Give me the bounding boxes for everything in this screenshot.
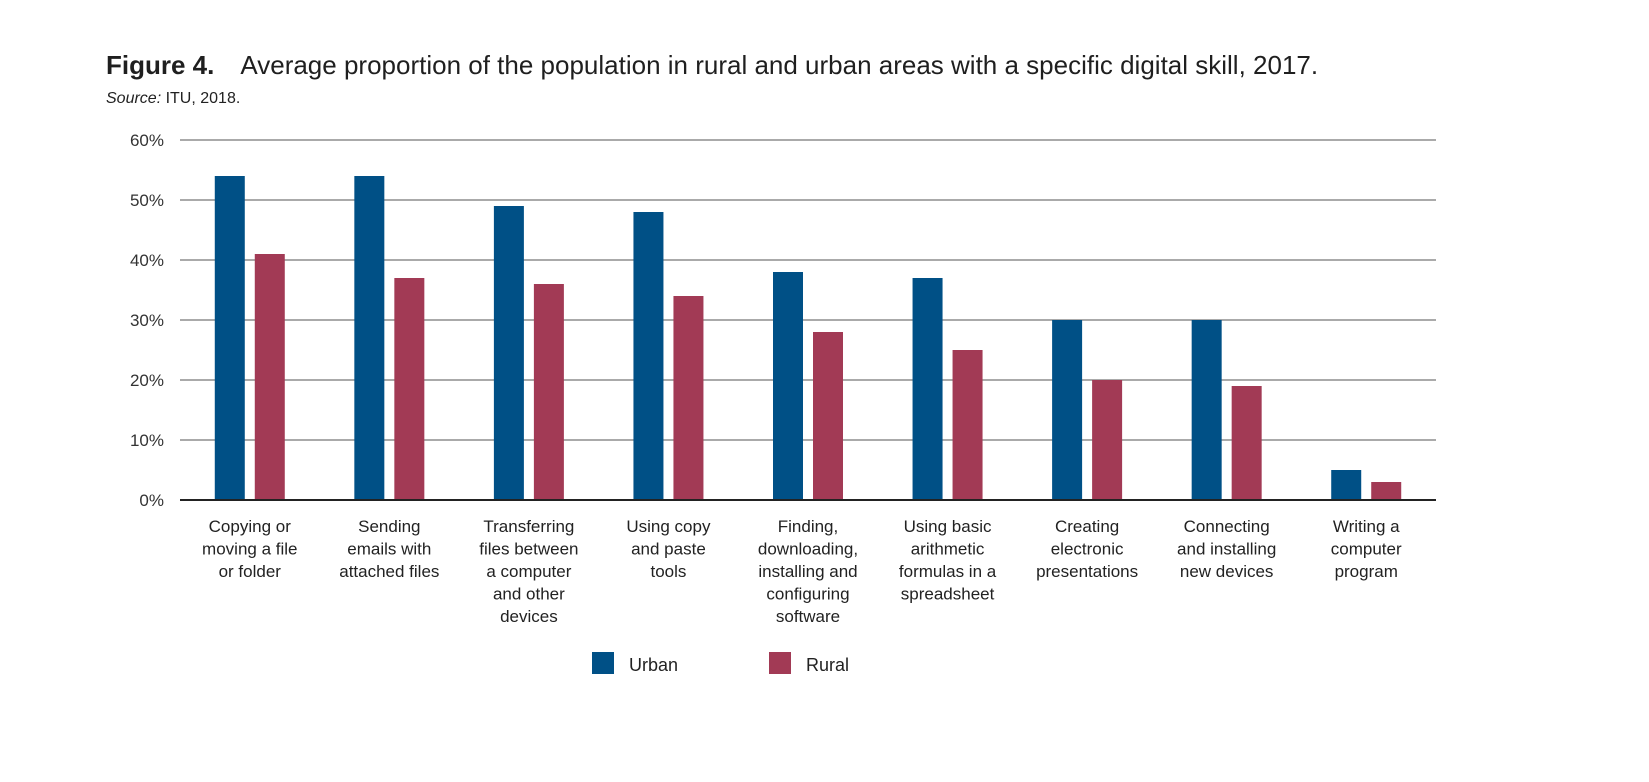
- x-tick-label: Using basic arithmetic formulas in a spread…: [899, 517, 997, 604]
- source-text: ITU, 2018.: [161, 90, 241, 107]
- bar-urban: [1191, 320, 1222, 500]
- x-tick-label: Connecting and installing new devices: [1177, 517, 1276, 581]
- legend-swatch-rural: [769, 652, 791, 674]
- bar-rural: [673, 296, 704, 500]
- y-tick-label: 40%: [130, 251, 164, 270]
- chart-source: Source: ITU, 2018.: [106, 90, 240, 108]
- bar-rural: [1092, 380, 1123, 500]
- x-tick-label-line: a computer: [486, 562, 571, 581]
- bar-rural: [533, 284, 564, 500]
- y-tick-label: 30%: [130, 311, 164, 330]
- x-tick-label-line: computer: [1331, 540, 1402, 559]
- source-prefix: Source:: [106, 90, 162, 107]
- x-tick-label-line: Connecting: [1184, 517, 1270, 536]
- bar-urban: [773, 272, 803, 500]
- x-tick-label-line: electronic: [1051, 540, 1124, 559]
- x-tick-label-line: installing and: [758, 562, 857, 581]
- x-tick-label-line: emails with: [347, 540, 431, 559]
- x-tick-label-line: configuring: [766, 585, 849, 604]
- x-tick-label-line: Sending: [358, 517, 420, 536]
- x-tick-label: Writing a computer program: [1331, 517, 1402, 581]
- x-tick-label-line: Using basic: [904, 517, 992, 536]
- legend-label-urban: Urban: [629, 655, 678, 675]
- x-tick-label: Using copy and paste tools: [626, 517, 711, 581]
- bar-rural: [1231, 386, 1262, 500]
- x-tick-label-line: attached files: [339, 562, 439, 581]
- x-tick-label-line: presentations: [1036, 562, 1138, 581]
- bar-urban: [354, 176, 385, 500]
- y-tick-label: 0%: [139, 491, 164, 510]
- bar-rural: [394, 278, 425, 500]
- x-tick-label: Copying or moving a file or folder: [202, 517, 297, 581]
- bar-rural: [1371, 482, 1402, 500]
- x-tick-label: Finding, downloading, installing and config…: [758, 517, 858, 626]
- bar-rural: [254, 254, 285, 500]
- figure-number: Figure 4.: [106, 50, 215, 80]
- x-tick-label-line: formulas in a: [899, 562, 997, 581]
- figure-title: Average proportion of the population in …: [240, 50, 1319, 80]
- x-tick-label-line: Copying or: [209, 517, 292, 536]
- legend-label-rural: Rural: [806, 655, 849, 675]
- bar-urban: [912, 278, 943, 500]
- legend-swatch-urban: [592, 652, 614, 674]
- bar-rural: [952, 350, 983, 500]
- y-tick-label: 20%: [130, 371, 164, 390]
- x-tick-label-line: new devices: [1180, 562, 1274, 581]
- bar-urban: [214, 176, 245, 500]
- x-tick-label-line: program: [1335, 562, 1398, 581]
- x-tick-label-line: spreadsheet: [901, 585, 995, 604]
- x-tick-label-line: downloading,: [758, 540, 858, 559]
- x-tick-label-line: files between: [479, 540, 578, 559]
- bar-rural: [813, 332, 843, 500]
- x-tick-label-line: Transferring: [483, 517, 574, 536]
- x-tick-label-line: devices: [500, 607, 558, 626]
- x-tick-label-line: moving a file: [202, 540, 297, 559]
- bar-urban: [1052, 320, 1083, 500]
- bar-urban: [493, 206, 524, 500]
- x-tick-label-line: or folder: [219, 562, 282, 581]
- bar-urban: [633, 212, 664, 500]
- x-tick-label: Transferring files between a computer and o…: [479, 517, 578, 626]
- x-tick-label-line: and paste: [631, 540, 706, 559]
- y-tick-label: 60%: [130, 131, 164, 150]
- x-tick-label-line: arithmetic: [911, 540, 985, 559]
- y-tick-label: 10%: [130, 431, 164, 450]
- x-tick-label-line: Writing a: [1333, 517, 1400, 536]
- x-tick-label-line: Finding,: [778, 517, 838, 536]
- x-tick-label: Creating electronic presentations: [1036, 517, 1138, 581]
- x-tick-label-line: tools: [650, 562, 686, 581]
- x-tick-label-line: and other: [493, 585, 565, 604]
- x-tick-label: Sending emails with attached files: [339, 517, 439, 581]
- x-tick-label-line: and installing: [1177, 540, 1276, 559]
- chart-title: Figure 4. Average proportion of the popul…: [106, 50, 1318, 81]
- x-tick-label-line: Creating: [1055, 517, 1119, 536]
- bar-urban: [1331, 470, 1362, 500]
- x-tick-label-line: Using copy: [626, 517, 711, 536]
- x-tick-label-line: software: [776, 607, 840, 626]
- y-tick-label: 50%: [130, 191, 164, 210]
